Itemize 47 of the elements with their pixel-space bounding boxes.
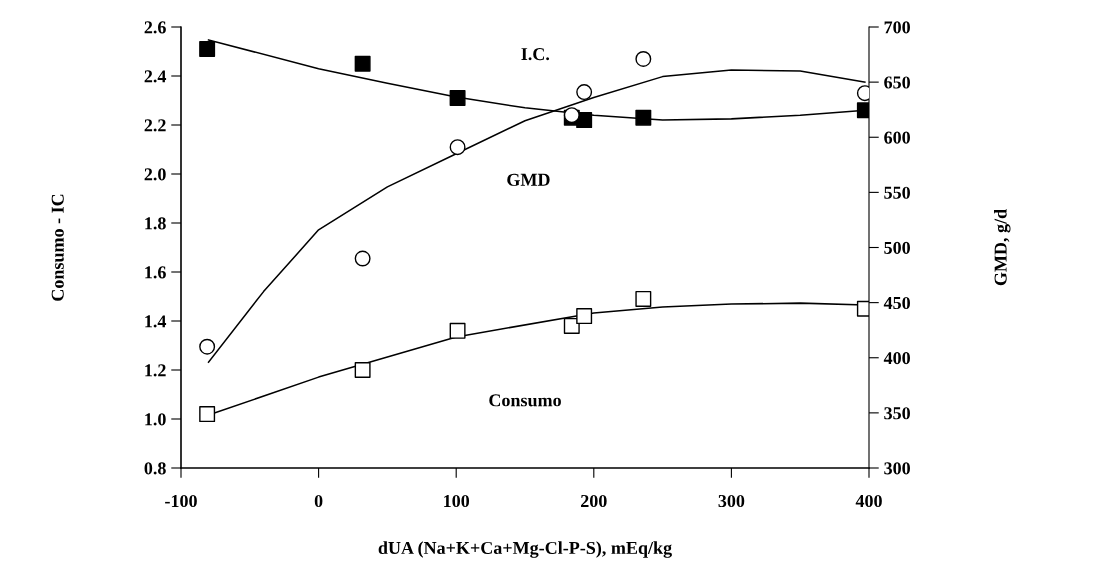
point [199, 406, 216, 423]
x-axis-title: dUA (Na+K+Ca+Mg-Cl-P-S), mEq/kg [378, 541, 672, 558]
annotation: Consumo [489, 394, 561, 407]
point [576, 112, 593, 129]
x-tick-label: 300 [718, 494, 745, 508]
y-tick-label: 2.0 [144, 168, 166, 181]
point [354, 55, 371, 72]
x-tick-label: 0 [314, 494, 323, 508]
annotation: GMD [507, 173, 550, 186]
y2-tick-label: 650 [884, 76, 910, 89]
y-tick-label: 0.8 [144, 462, 166, 475]
y2-tick-label: 300 [884, 462, 910, 475]
point [576, 308, 593, 325]
point [449, 90, 466, 107]
y-tick-label: 1.0 [145, 413, 166, 426]
point [199, 41, 216, 58]
y2-axis-title: GMD, g/d [994, 209, 1011, 286]
annotation: I.C. [521, 48, 550, 61]
x-tick-label: -100 [165, 494, 197, 508]
y-tick-label: 1.2 [145, 364, 166, 377]
point [635, 50, 652, 67]
y2-tick-label: 400 [883, 352, 910, 365]
y2-tick-label: 600 [884, 131, 910, 144]
y-tick-label: 1.8 [145, 217, 166, 230]
y-tick-label: 2.4 [144, 70, 167, 83]
y-tick-label: 1.4 [145, 315, 167, 328]
point [635, 290, 652, 307]
x-tick-label: 200 [581, 494, 607, 508]
y2-tick-label: 350 [884, 407, 910, 420]
point [563, 317, 580, 334]
y-tick-label: 2.2 [144, 119, 166, 132]
point [449, 322, 466, 339]
point [576, 84, 593, 101]
y-axis-title: Consumo - IC [51, 194, 64, 301]
x-tick-label: 400 [855, 494, 882, 508]
point [354, 250, 371, 267]
point [199, 338, 216, 355]
y2-tick-label: 550 [884, 186, 910, 199]
y2-tick-label: 500 [884, 241, 910, 254]
y2-tick-label: 450 [883, 296, 910, 310]
point [449, 139, 466, 156]
y-tick-label: 2.6 [144, 21, 166, 34]
point [354, 362, 371, 378]
point [635, 109, 652, 126]
y2-tick-label: 700 [884, 21, 910, 34]
x-tick-label: 100 [444, 494, 470, 508]
y-tick-label: 1.6 [145, 266, 166, 279]
